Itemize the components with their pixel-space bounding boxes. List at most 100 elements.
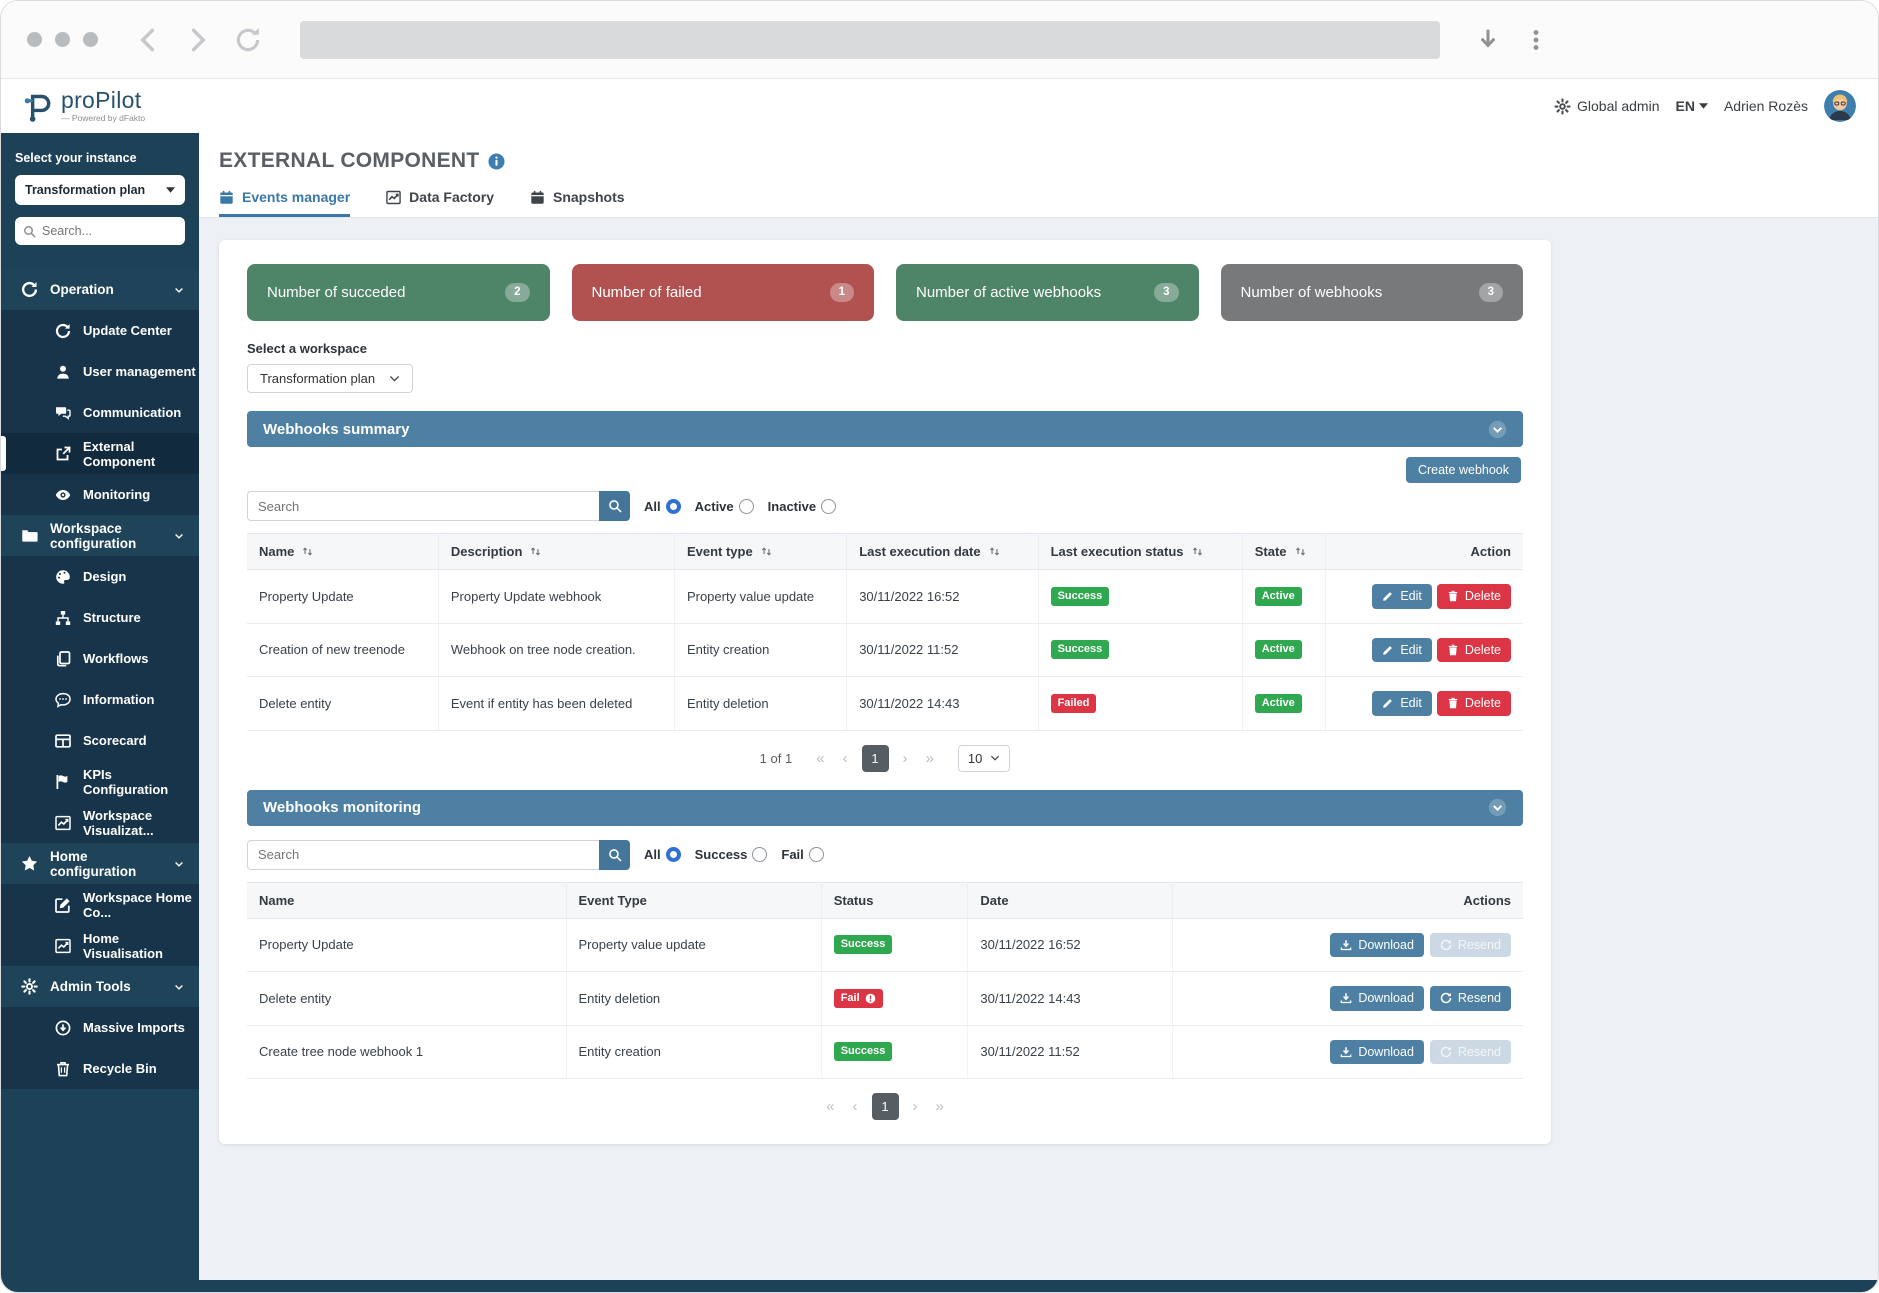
user-avatar[interactable] [1824,90,1856,122]
current-page-button[interactable]: 1 [862,745,889,772]
next-page-button[interactable]: › [899,750,912,767]
reload-icon[interactable] [234,26,262,54]
current-page-button[interactable]: 1 [872,1093,899,1120]
delete-button[interactable]: Delete [1437,691,1511,716]
delete-button[interactable]: Delete [1437,638,1511,663]
sidebar-item-recycle-bin[interactable]: Recycle Bin [1,1048,199,1089]
sort-icon [529,545,542,558]
monitoring-filter-fail[interactable]: Fail [781,847,823,862]
monitoring-radio-fail[interactable] [809,847,824,862]
download-button[interactable]: Download [1330,933,1424,958]
sidebar-section-operation[interactable]: Operation [1,269,199,310]
column-label: Event Type [579,893,647,908]
summary-filter-inactive[interactable]: Inactive [768,499,836,514]
sidebar-item-scorecard[interactable]: Scorecard [1,720,199,761]
sidebar-item-external-component[interactable]: External Component [1,433,199,474]
sidebar-section-label: Operation [50,282,161,297]
address-bar[interactable] [300,21,1440,59]
sidebar-item-workspace-home-config[interactable]: Workspace Home Co... [1,884,199,925]
sidebar-item-structure[interactable]: Structure [1,597,199,638]
back-icon[interactable] [134,26,162,54]
info-icon[interactable] [488,153,505,170]
app-header: proPilot — Powered by dFakto Global admi… [1,79,1878,133]
summary-radio-all[interactable] [666,499,681,514]
summary-column-name[interactable]: Name [247,534,438,570]
tab-data-factory[interactable]: Data Factory [386,189,494,217]
resend-button[interactable]: Resend [1430,986,1511,1011]
summary-column-last-execution-status[interactable]: Last execution status [1038,534,1242,570]
sidebar-item-home-visualisation[interactable]: Home Visualisation [1,925,199,966]
edit-button[interactable]: Edit [1372,584,1432,609]
sidebar-section-workspace-configuration[interactable]: Workspace configuration [1,515,199,556]
sidebar-item-massive-imports[interactable]: Massive Imports [1,1007,199,1048]
download-button[interactable]: Download [1330,1040,1424,1065]
window-close-button[interactable] [27,32,42,47]
summary-column-last-execution-date[interactable]: Last execution date [847,534,1038,570]
prev-page-button[interactable]: ‹ [839,750,852,767]
edit-button[interactable]: Edit [1372,638,1432,663]
summary-radio-active[interactable] [739,499,754,514]
status-badge-label: Active [1262,591,1295,602]
first-page-button[interactable]: « [812,750,828,767]
monitoring-filter-all[interactable]: All [644,847,681,862]
download-button[interactable]: Download [1330,986,1424,1011]
summary-radio-inactive[interactable] [821,499,836,514]
instance-select[interactable]: Transformation plan [15,175,185,205]
download-page-icon[interactable] [1476,28,1500,52]
monitoring-filter-success[interactable]: Success [695,847,768,862]
sidebar-section-home-configuration[interactable]: Home configuration [1,843,199,884]
sidebar-item-label: Workspace Visualizat... [83,808,199,838]
language-selector[interactable]: EN [1676,98,1708,114]
summary-column-state[interactable]: State [1242,534,1325,570]
sidebar-item-information[interactable]: Information [1,679,199,720]
summary-search-button[interactable] [599,491,630,521]
sidebar-item-user-management[interactable]: User management [1,351,199,392]
edit-button[interactable]: Edit [1372,691,1432,716]
tab-events-manager[interactable]: Events manager [219,189,350,217]
filter-label: Fail [781,847,803,862]
last-page-button[interactable]: » [922,750,938,767]
sidebar-search-input[interactable] [42,224,177,238]
collapse-monitoring-icon[interactable] [1488,798,1507,817]
sidebar-item-workflows[interactable]: Workflows [1,638,199,679]
collapse-summary-icon[interactable] [1488,420,1507,439]
sidebar-item-kpis-configuration[interactable]: KPIs Configuration [1,761,199,802]
monitoring-search-button[interactable] [599,840,630,870]
status-badge-label: Success [1058,591,1103,602]
monitoring-search-input[interactable] [247,840,599,870]
summary-filter-active[interactable]: Active [695,499,754,514]
delete-button[interactable]: Delete [1437,584,1511,609]
page-size-select[interactable]: 10 [958,745,1010,772]
sidebar-item-monitoring[interactable]: Monitoring [1,474,199,515]
tab-snapshots[interactable]: Snapshots [530,189,625,217]
resend-button[interactable]: Resend [1430,933,1511,958]
browser-menu-icon[interactable] [1524,28,1548,52]
sidebar-item-update-center[interactable]: Update Center [1,310,199,351]
next-page-button[interactable]: › [909,1098,922,1115]
summary-column-description[interactable]: Description [438,534,674,570]
summary-search-input[interactable] [247,491,599,521]
prev-page-button[interactable]: ‹ [849,1098,862,1115]
workspace-select[interactable]: Transformation plan [247,364,413,393]
summary-column-event-type[interactable]: Event type [674,534,846,570]
sidebar-item-label: Information [83,692,155,707]
tab-bar: Events manager Data Factory Snapshots [219,189,1858,217]
sidebar-item-label: Communication [83,405,181,420]
last-page-button[interactable]: » [932,1098,948,1115]
sidebar-item-communication[interactable]: Communication [1,392,199,433]
sidebar-item-workspace-visualization[interactable]: Workspace Visualizat... [1,802,199,843]
create-webhook-button[interactable]: Create webhook [1406,457,1521,483]
webhooks-monitoring-bar[interactable]: Webhooks monitoring [247,790,1523,826]
webhooks-summary-bar[interactable]: Webhooks summary [247,411,1523,447]
sidebar-section-admin-tools[interactable]: Admin Tools [1,966,199,1007]
window-maximize-button[interactable] [83,32,98,47]
window-minimize-button[interactable] [55,32,70,47]
global-admin-link[interactable]: Global admin [1554,98,1660,115]
summary-filter-all[interactable]: All [644,499,681,514]
sidebar-item-design[interactable]: Design [1,556,199,597]
resend-button[interactable]: Resend [1430,1040,1511,1065]
monitoring-radio-all[interactable] [666,847,681,862]
first-page-button[interactable]: « [822,1098,838,1115]
forward-icon[interactable] [184,26,212,54]
monitoring-radio-success[interactable] [752,847,767,862]
